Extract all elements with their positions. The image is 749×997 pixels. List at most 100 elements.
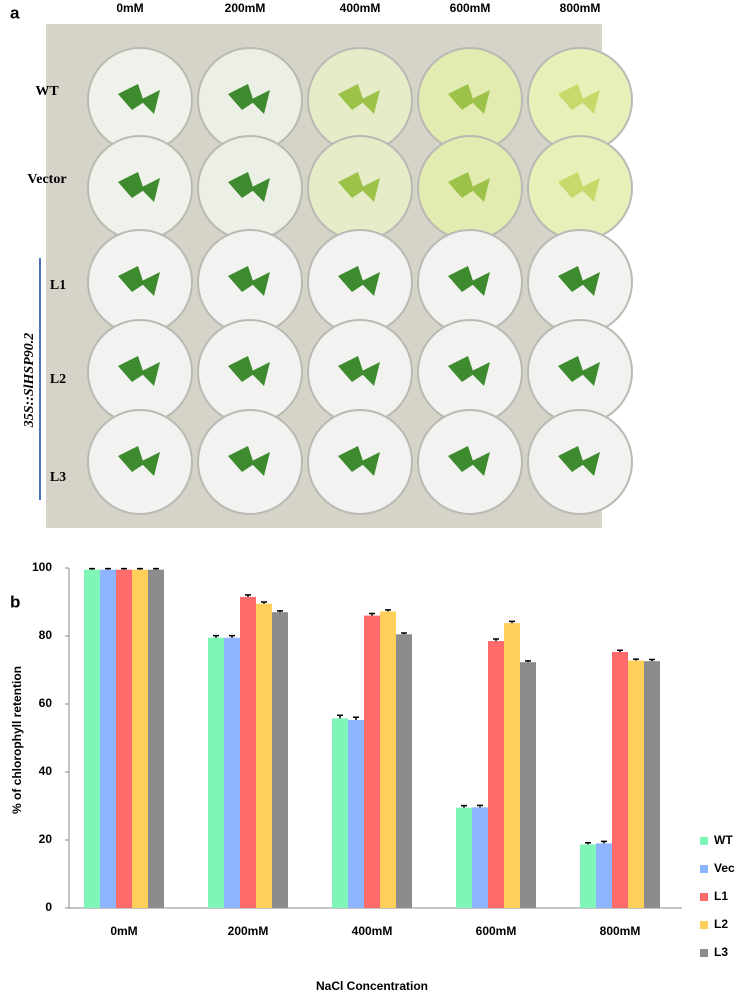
x-tick-label: 600mM bbox=[476, 924, 517, 938]
leaf bbox=[338, 356, 364, 382]
error-bar bbox=[477, 804, 483, 808]
leaf bbox=[580, 362, 600, 386]
bar bbox=[520, 662, 536, 908]
leaf bbox=[118, 266, 144, 292]
panel-label: a bbox=[10, 3, 20, 22]
bar bbox=[332, 718, 348, 908]
x-axis-label: NaCl Concentration bbox=[316, 979, 428, 993]
leaf bbox=[118, 446, 144, 472]
bar bbox=[100, 569, 116, 908]
y-tick-label: 0 bbox=[45, 900, 52, 914]
construct-label: 35S::SlHSP90.2 bbox=[22, 333, 37, 429]
legend-swatch bbox=[700, 893, 708, 901]
error-bar bbox=[245, 594, 251, 597]
error-bar bbox=[121, 567, 127, 570]
x-tick-label: 800mM bbox=[600, 924, 641, 938]
bar bbox=[84, 569, 100, 908]
leaf bbox=[580, 178, 600, 202]
column-label: 400mM bbox=[340, 1, 381, 15]
legend-label: L1 bbox=[714, 889, 728, 903]
leaf bbox=[558, 172, 584, 198]
bar bbox=[256, 603, 272, 908]
column-label: 0mM bbox=[116, 1, 143, 15]
leaf bbox=[250, 362, 270, 386]
error-bar bbox=[153, 567, 159, 570]
error-bar bbox=[337, 714, 343, 719]
leaf bbox=[118, 356, 144, 382]
leaf bbox=[228, 172, 254, 198]
leaf bbox=[228, 356, 254, 382]
bar bbox=[380, 611, 396, 908]
leaf bbox=[580, 90, 600, 114]
leaf bbox=[228, 446, 254, 472]
error-bar bbox=[401, 632, 407, 635]
leaf bbox=[338, 172, 364, 198]
leaf bbox=[558, 84, 584, 110]
leaf bbox=[470, 452, 490, 476]
bar bbox=[240, 596, 256, 908]
bar bbox=[488, 641, 504, 908]
error-bar bbox=[617, 649, 623, 652]
leaf bbox=[448, 356, 474, 382]
leaf bbox=[250, 178, 270, 202]
error-bar bbox=[633, 658, 639, 661]
y-tick-label: 80 bbox=[39, 628, 53, 642]
leaf bbox=[250, 90, 270, 114]
leaf bbox=[118, 84, 144, 110]
leaf bbox=[228, 266, 254, 292]
legend-label: L3 bbox=[714, 945, 728, 959]
bar bbox=[148, 569, 164, 908]
row-label: L2 bbox=[50, 372, 66, 387]
error-bar bbox=[89, 567, 95, 570]
leaf bbox=[558, 446, 584, 472]
error-bar bbox=[601, 840, 607, 844]
error-bar bbox=[649, 658, 655, 662]
legend-swatch bbox=[700, 921, 708, 929]
leaf bbox=[140, 90, 160, 114]
panel-label: b bbox=[10, 592, 20, 611]
legend-label: WT bbox=[714, 833, 733, 847]
bar bbox=[132, 569, 148, 908]
legend-label: Vec bbox=[714, 861, 735, 875]
error-bar bbox=[385, 609, 391, 612]
leaf bbox=[470, 178, 490, 202]
leaf bbox=[140, 178, 160, 202]
error-bar bbox=[525, 660, 531, 663]
error-bar bbox=[229, 634, 235, 638]
row-label: L3 bbox=[50, 470, 66, 485]
legend-swatch bbox=[700, 837, 708, 845]
leaf bbox=[250, 452, 270, 476]
bar bbox=[396, 634, 412, 908]
bar bbox=[644, 661, 660, 908]
leaf bbox=[118, 172, 144, 198]
leaf bbox=[338, 446, 364, 472]
leaf bbox=[580, 452, 600, 476]
error-bar bbox=[369, 612, 375, 616]
leaf bbox=[448, 446, 474, 472]
bar bbox=[208, 637, 224, 908]
error-bar bbox=[493, 638, 499, 642]
x-tick-label: 0mM bbox=[110, 924, 137, 938]
leaf bbox=[558, 266, 584, 292]
y-tick-label: 40 bbox=[39, 764, 53, 778]
row-label: WT bbox=[35, 84, 59, 99]
column-label: 200mM bbox=[225, 1, 266, 15]
bar bbox=[224, 637, 240, 908]
y-tick-label: 100 bbox=[32, 560, 52, 574]
chart: 0 20 40 60 80 100 0mM 200mM 400mM 600mM 800mM WT Vec… bbox=[32, 560, 735, 959]
bar bbox=[272, 612, 288, 908]
leaf bbox=[448, 172, 474, 198]
bar bbox=[612, 651, 628, 908]
bar bbox=[580, 844, 596, 908]
x-tick-label: 400mM bbox=[352, 924, 393, 938]
bar bbox=[456, 807, 472, 908]
leaf bbox=[360, 178, 380, 202]
column-label: 800mM bbox=[560, 1, 601, 15]
bar bbox=[504, 623, 520, 908]
leaf bbox=[250, 272, 270, 296]
error-bar bbox=[213, 634, 219, 638]
leaf bbox=[140, 452, 160, 476]
bar bbox=[348, 719, 364, 908]
bar bbox=[596, 843, 612, 908]
